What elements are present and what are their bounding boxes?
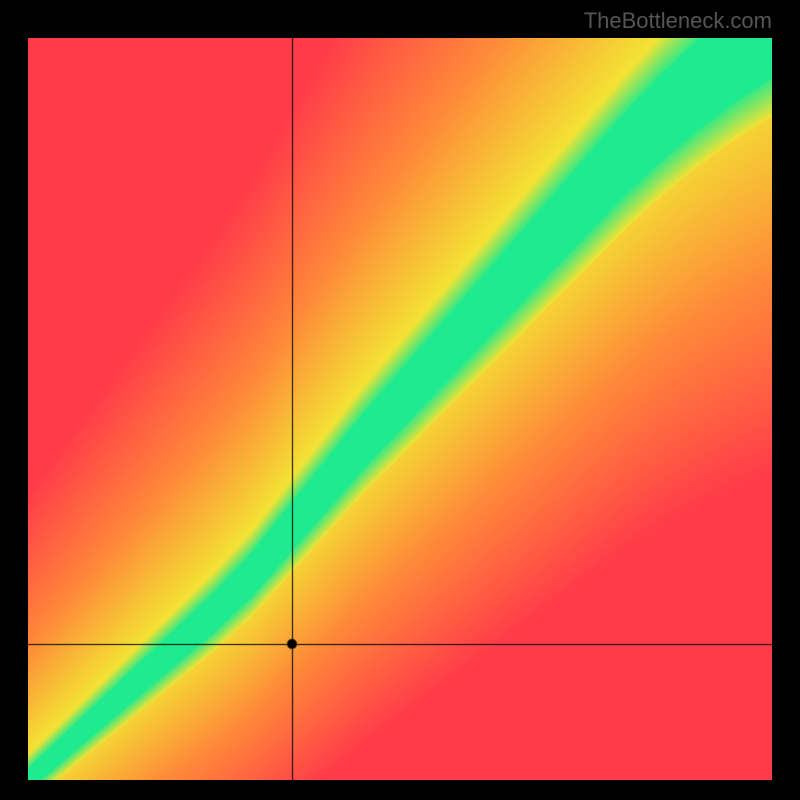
heatmap-plot — [28, 38, 772, 780]
chart-container: TheBottleneck.com — [0, 0, 800, 800]
watermark-text: TheBottleneck.com — [584, 8, 772, 34]
heatmap-canvas — [28, 38, 772, 780]
